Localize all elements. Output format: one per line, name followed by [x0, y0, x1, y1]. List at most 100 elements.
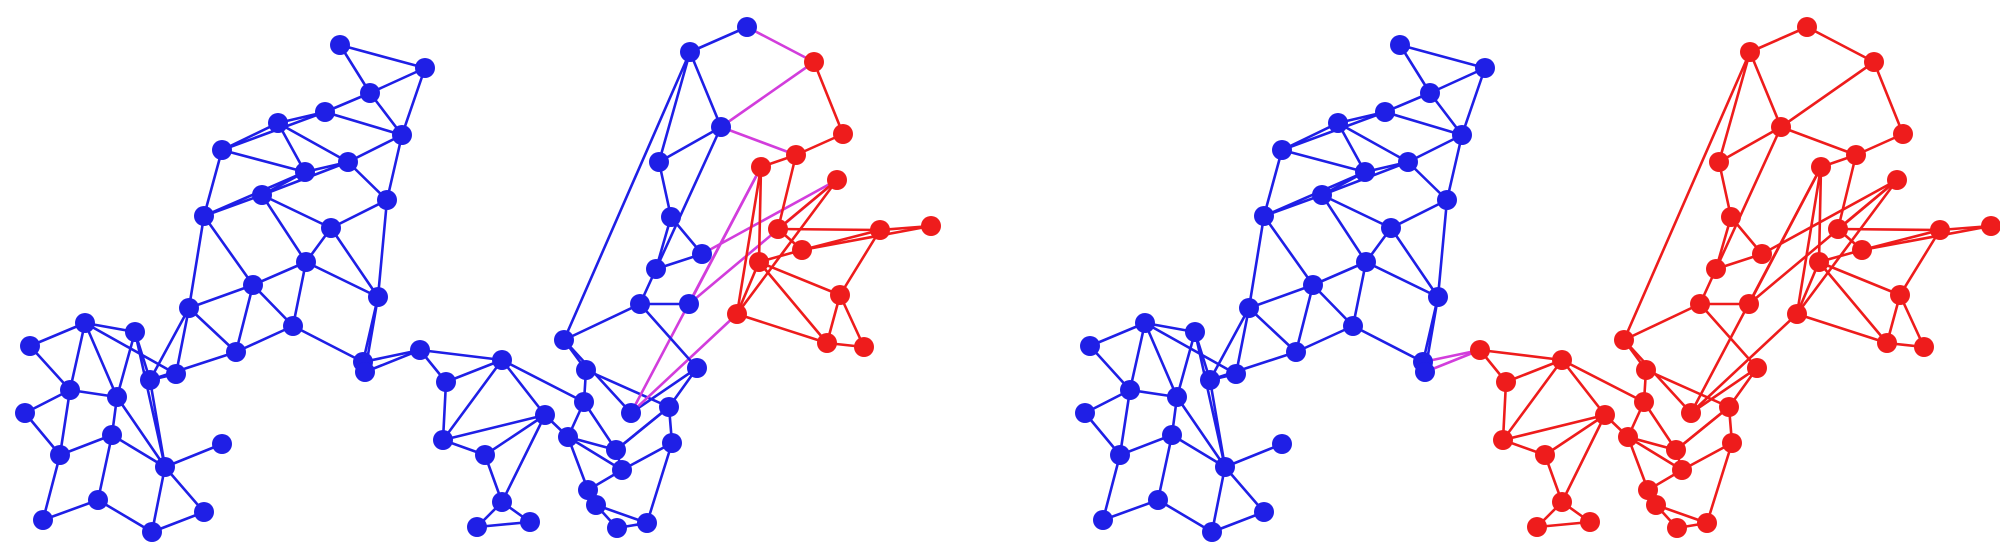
node-blue — [606, 440, 626, 460]
node-red — [1496, 372, 1516, 392]
edge-blue — [1320, 193, 1393, 230]
node-blue — [1390, 35, 1410, 55]
node-red — [1535, 445, 1555, 465]
node-blue — [692, 244, 712, 264]
node-red — [768, 219, 788, 239]
node-red — [1828, 219, 1848, 239]
node-red — [751, 157, 771, 177]
node-blue — [1420, 83, 1440, 103]
node-blue — [1226, 364, 1246, 384]
edge-blue — [338, 43, 427, 70]
node-blue — [392, 125, 412, 145]
edge-red — [1817, 165, 1823, 264]
node-blue — [1415, 362, 1435, 382]
node-blue — [1135, 313, 1155, 333]
edge-blue — [1351, 324, 1425, 364]
edge-blue — [1336, 121, 1410, 164]
edge-red — [800, 224, 933, 252]
node-blue — [15, 403, 35, 423]
edge-blue — [500, 358, 586, 404]
node-blue — [492, 350, 512, 370]
node-red — [1914, 337, 1934, 357]
edge-blue — [441, 358, 504, 442]
node-blue — [155, 457, 175, 477]
edge-red — [1760, 178, 1899, 256]
node-blue — [212, 434, 232, 454]
edge-blue — [115, 395, 167, 469]
node-blue — [243, 275, 263, 295]
edge-blue — [329, 198, 389, 230]
node-blue — [436, 372, 456, 392]
node-blue — [1381, 218, 1401, 238]
node-red — [1690, 294, 1710, 314]
edge-red — [1689, 312, 1799, 415]
node-blue — [268, 113, 288, 133]
node-blue — [102, 425, 122, 445]
node-blue — [1075, 403, 1095, 423]
edge-blue — [500, 358, 547, 417]
edge-blue — [376, 198, 389, 299]
node-blue — [621, 403, 641, 423]
node-red — [1681, 403, 1701, 423]
node-blue — [410, 340, 430, 360]
node-blue — [1185, 322, 1205, 342]
edge-red — [1622, 50, 1752, 342]
edge-blue — [654, 125, 723, 271]
node-blue — [1375, 102, 1395, 122]
edge-blue — [234, 324, 295, 354]
node-blue — [586, 495, 606, 515]
edge-blue — [1389, 198, 1449, 230]
node-blue — [1437, 190, 1457, 210]
node-red — [1667, 518, 1687, 538]
node-red — [1493, 430, 1513, 450]
node-blue — [662, 433, 682, 453]
edge-blue — [1280, 148, 1367, 174]
node-red — [1887, 170, 1907, 190]
node-blue — [194, 502, 214, 522]
edge-blue — [1175, 330, 1197, 399]
node-red — [1527, 517, 1547, 537]
node-red — [804, 52, 824, 72]
node-blue — [475, 445, 495, 465]
node-red — [1739, 294, 1759, 314]
node-red — [749, 252, 769, 272]
node-blue — [574, 392, 594, 412]
node-blue — [679, 294, 699, 314]
edge-blue — [96, 498, 154, 534]
node-red — [921, 216, 941, 236]
node-blue — [1093, 510, 1113, 530]
node-blue — [166, 364, 186, 384]
edge-blue — [629, 366, 699, 415]
edge-red — [1501, 358, 1564, 442]
edge-blue — [688, 25, 749, 54]
edge-blue — [1128, 321, 1147, 392]
node-blue — [637, 513, 657, 533]
node-blue — [107, 387, 127, 407]
node-red — [817, 333, 837, 353]
node-blue — [142, 522, 162, 542]
node-red — [827, 170, 847, 190]
node-red — [1930, 220, 1950, 240]
edge-blue — [187, 306, 238, 354]
edge-blue — [1294, 324, 1355, 354]
edge-red — [1795, 165, 1823, 316]
node-red — [1719, 397, 1739, 417]
edge-blue — [202, 148, 224, 218]
edge-red — [1560, 358, 1607, 417]
edge-red — [1698, 302, 1759, 370]
edge-blue — [1143, 321, 1179, 399]
edge-red — [1717, 50, 1752, 164]
node-blue — [1428, 287, 1448, 307]
node-blue — [554, 330, 574, 350]
node-red — [1672, 460, 1692, 480]
node-red — [870, 220, 890, 240]
edge-blue — [657, 50, 692, 164]
edge-blue — [329, 226, 380, 299]
node-red — [1846, 145, 1866, 165]
node-red — [1580, 512, 1600, 532]
node-blue — [20, 336, 40, 356]
node-blue — [535, 405, 555, 425]
edge-red — [735, 165, 763, 316]
edge-red — [1501, 413, 1607, 442]
edge-red — [1795, 178, 1899, 316]
